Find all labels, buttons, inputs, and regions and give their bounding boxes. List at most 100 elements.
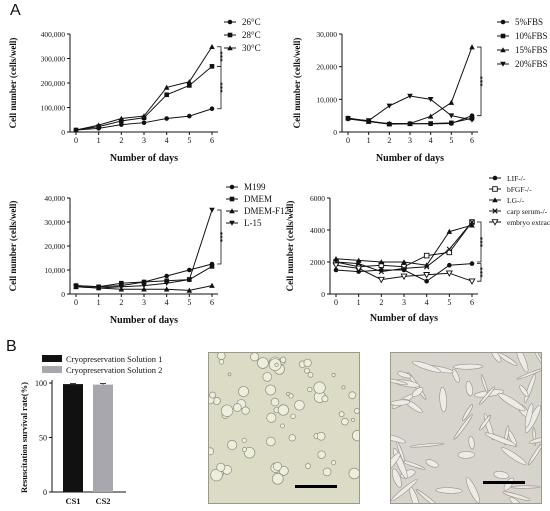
significance-bracket [217, 209, 222, 265]
y-tick-label: 300,000 [41, 55, 66, 64]
significance-label: *** [479, 76, 487, 87]
x-tick-label: 5 [447, 298, 451, 307]
y-tick-label: 0 [333, 128, 337, 137]
data-point [187, 83, 192, 88]
cell [220, 404, 234, 417]
cell [484, 432, 517, 447]
data-point [141, 279, 147, 285]
cell [262, 372, 273, 382]
data-point [164, 278, 169, 284]
cell [317, 450, 326, 459]
x-tick-label: 0 [334, 298, 338, 307]
cell [227, 372, 232, 377]
cell [351, 429, 359, 442]
y-tick-label: 2000 [310, 258, 325, 267]
cell [217, 353, 226, 360]
cell [307, 386, 313, 393]
cell [439, 387, 447, 413]
cell [294, 399, 305, 411]
cell [396, 441, 405, 463]
data-point [163, 280, 170, 286]
cell [502, 491, 531, 501]
significance-label: *** [219, 82, 227, 93]
data-point [378, 268, 385, 275]
cell [288, 434, 296, 442]
cell [515, 353, 529, 373]
cell [218, 359, 225, 365]
cell [209, 391, 217, 399]
data-point [141, 286, 147, 292]
cell [491, 353, 502, 363]
cell [497, 392, 526, 412]
cell [391, 468, 402, 488]
cell [278, 465, 289, 476]
legend-label: carp serum-/- [507, 207, 548, 216]
line-chart-1: 0 100,000 200,000 300,000 400,000 0 1 2 3 4 5 6 Numb… [8, 17, 261, 164]
cell [241, 437, 247, 443]
y-tick-label: 200,000 [41, 79, 66, 88]
cell [348, 391, 357, 400]
data-point [163, 84, 170, 90]
data-point [401, 259, 407, 265]
x-tick-label: 1 [97, 136, 101, 145]
bar-chart: 0 50 100 Resuscitation survival rate(%) CS1 C… [19, 354, 162, 506]
cell [391, 377, 408, 386]
data-point [333, 267, 339, 273]
micrograph-suspended-cells [208, 352, 360, 504]
cell [274, 362, 279, 367]
data-point [469, 219, 475, 225]
y-tick-label: 30,000 [316, 30, 337, 39]
data-point [118, 115, 125, 121]
cell [304, 367, 310, 374]
legend-marker [227, 45, 233, 51]
legend-marker [229, 220, 235, 226]
cell [272, 461, 282, 471]
data-point [119, 280, 124, 286]
legend-marker [229, 196, 235, 202]
line-chart-4: 0 2000 4000 6000 0 1 2 3 4 5 6 Number of days Cell n… [285, 174, 550, 324]
y-tick-label: 100 [35, 379, 47, 388]
legend-label: DMEM [244, 194, 272, 204]
x-tick-label: 2 [119, 298, 123, 307]
x-tick-label: 1 [97, 298, 101, 307]
cell [501, 447, 527, 465]
cell [331, 460, 337, 466]
cell [280, 423, 285, 429]
cell [313, 381, 326, 394]
data-point [209, 43, 215, 50]
legend-label: Cryopreservation Solution 2 [66, 365, 162, 375]
cell [270, 397, 280, 407]
legend-marker [492, 208, 498, 214]
data-point [164, 116, 169, 121]
y-tick-label: 6000 [310, 194, 325, 203]
cell [341, 385, 346, 390]
legend-label: Cryopreservation Solution 1 [66, 354, 162, 364]
data-point [345, 116, 351, 122]
x-axis-label: Number of days [376, 153, 444, 164]
data-point [469, 44, 475, 50]
x-tick-label: 3 [402, 298, 406, 307]
cell [265, 384, 276, 396]
cell [233, 403, 242, 412]
y-tick-label: 0 [43, 488, 47, 497]
data-point [209, 282, 215, 288]
data-point [446, 228, 453, 234]
cell [528, 436, 541, 444]
cell [397, 371, 412, 379]
data-point [445, 270, 453, 277]
panel-label-a: A [10, 2, 21, 19]
y-tick-label: 100,000 [41, 104, 66, 113]
data-point [447, 262, 452, 268]
data-point [355, 260, 362, 267]
cell [257, 357, 269, 369]
cell [452, 363, 484, 370]
cell [250, 353, 260, 362]
cell [509, 497, 522, 503]
scale-bar [295, 485, 337, 488]
x-tick-label: 6 [210, 136, 214, 145]
y-tick-label: 50 [39, 434, 47, 443]
x-axis-label: Number of days [110, 315, 178, 326]
cell [350, 417, 355, 422]
data-point [446, 246, 453, 252]
legend-marker [227, 19, 233, 25]
